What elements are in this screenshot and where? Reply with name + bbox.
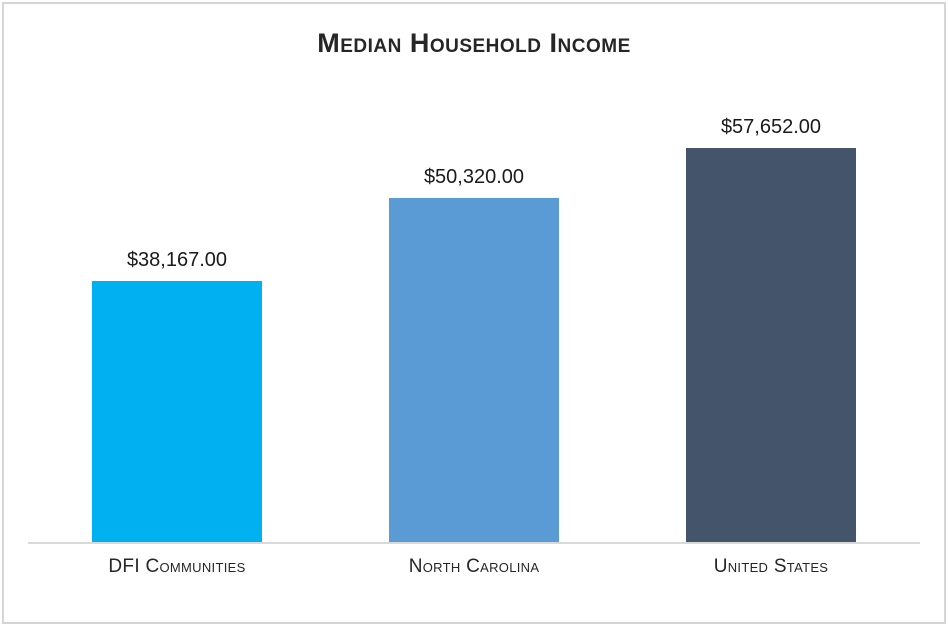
- bar-group-united-states: $57,652.00: [623, 116, 920, 542]
- plot-area: $38,167.00 $50,320.00 $57,652.00: [28, 60, 920, 544]
- chart-title: Median Household Income: [317, 28, 631, 58]
- data-label-north-carolina: $50,320.00: [423, 166, 525, 188]
- category-label-north-carolina: North Carolina: [408, 556, 540, 577]
- bar-group-north-carolina: $50,320.00: [326, 166, 623, 542]
- category-label-dfi-communities: DFI Communities: [108, 556, 246, 577]
- bar-north-carolina: [389, 198, 559, 542]
- data-label-dfi-communities: $38,167.00: [126, 249, 228, 271]
- bar-dfi-communities: [92, 281, 262, 542]
- bar-united-states: [686, 148, 856, 542]
- bar-group-dfi-communities: $38,167.00: [29, 249, 326, 542]
- data-label-united-states: $57,652.00: [720, 116, 822, 138]
- category-label-united-states: United States: [713, 556, 829, 577]
- x-axis-category-labels: DFI Communities North Carolina United St…: [28, 544, 920, 578]
